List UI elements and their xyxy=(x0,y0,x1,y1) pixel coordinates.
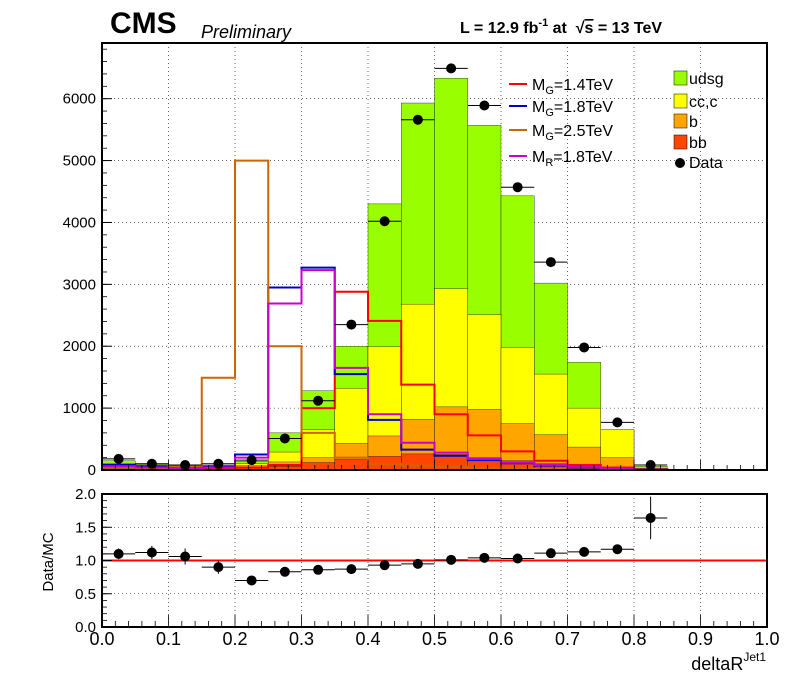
ratio-point xyxy=(579,546,590,557)
data-point xyxy=(479,100,490,111)
status-label: Preliminary xyxy=(201,22,292,42)
data-point xyxy=(246,455,257,466)
ratio-point xyxy=(512,553,523,564)
data-points xyxy=(102,63,668,471)
ratio-point xyxy=(213,562,224,573)
legend-label: cc,c xyxy=(689,94,717,111)
ratio-point xyxy=(645,512,656,523)
ratio-point xyxy=(479,552,490,563)
signal-line-MR18TeV xyxy=(101,269,767,471)
ratio-y-tick-label: 1.0 xyxy=(75,553,96,570)
ratio-axes: 0.0 0.5 1.0 1.5 2.0 0.0 0.1 0.2 0.3 0.4 0.5 0.6 0.7 0… xyxy=(75,486,779,649)
y-tick-label: 5000 xyxy=(63,153,96,170)
ratio-point xyxy=(180,551,191,562)
data-point xyxy=(379,216,390,227)
ratio-y-tick-label: 0.0 xyxy=(75,619,96,636)
legend-swatch xyxy=(673,70,688,86)
legend-label: Data xyxy=(689,155,723,172)
top-y-axis: 0 1000 2000 3000 4000 5000 6000 xyxy=(63,48,768,479)
x-tick-label: 0.8 xyxy=(621,629,646,649)
ratio-point xyxy=(612,544,623,555)
x-tick-label: 1.0 xyxy=(754,629,779,649)
y-tick-label: 0 xyxy=(88,462,96,479)
ratio-point xyxy=(545,548,556,559)
x-axis-label: deltaRJet1 xyxy=(691,650,766,674)
data-point xyxy=(346,319,357,330)
data-point xyxy=(146,458,157,469)
y-tick-label: 3000 xyxy=(63,276,96,293)
stack-bar-bb xyxy=(401,453,435,471)
ratio-point xyxy=(379,560,390,571)
x-tick-label: 0.4 xyxy=(355,629,380,649)
ratio-y-tick-label: 0.5 xyxy=(75,586,96,603)
x-tick-label: 0.0 xyxy=(89,629,114,649)
x-tick-label: 0.6 xyxy=(488,629,513,649)
x-tick-label: 0.2 xyxy=(222,629,247,649)
legend-signal-label: MR=1.8TeV xyxy=(532,149,613,169)
legend-signal-label: MG=1.4TeV xyxy=(532,77,613,97)
legend-swatch xyxy=(673,134,688,150)
x-tick-label: 0.3 xyxy=(289,629,314,649)
ratio-y-label: Data/MC xyxy=(40,532,57,591)
y-tick-label: 1000 xyxy=(63,400,96,417)
x-tick-label: 0.7 xyxy=(555,629,580,649)
ratio-y-tick-label: 1.5 xyxy=(75,519,96,536)
ratio-point xyxy=(113,548,124,559)
stack-bar-bb xyxy=(301,462,335,471)
legend-label: udsg xyxy=(689,71,724,88)
x-tick-label: 0.9 xyxy=(688,629,713,649)
legend-swatch xyxy=(673,93,688,109)
sqrt-symbol: √ xyxy=(576,20,585,37)
data-point xyxy=(446,63,457,74)
y-tick-label: 6000 xyxy=(63,91,96,108)
experiment-label: CMS xyxy=(110,7,177,40)
ratio-y-tick-label: 2.0 xyxy=(75,486,96,503)
data-point xyxy=(113,453,124,464)
data-point xyxy=(313,395,324,406)
legend-data-marker xyxy=(675,158,685,168)
data-point xyxy=(612,417,623,428)
ratio-point xyxy=(279,566,290,577)
data-point xyxy=(213,458,224,469)
lumi-label: L = 12.9 fb-1 at √s = 13 TeV xyxy=(460,17,662,37)
stack-bar-bb xyxy=(334,459,369,471)
ratio-point xyxy=(446,554,457,565)
data-point xyxy=(512,182,523,193)
legend-label: bb xyxy=(689,135,707,152)
data-point xyxy=(579,342,590,353)
legend-label: b xyxy=(689,114,698,131)
ratio-points xyxy=(102,496,668,586)
x-tick-label: 0.5 xyxy=(422,629,447,649)
data-point xyxy=(279,433,290,444)
ratio-point xyxy=(346,564,357,575)
legend-signal-label: MG=1.8TeV xyxy=(532,99,613,119)
ratio-point xyxy=(412,558,423,569)
data-point xyxy=(412,114,423,125)
ratio-point xyxy=(146,547,157,558)
legend-swatch xyxy=(673,113,688,129)
x-tick-label: 0.1 xyxy=(156,629,181,649)
data-point xyxy=(180,460,191,471)
ratio-point xyxy=(313,564,324,575)
y-tick-label: 4000 xyxy=(63,214,96,231)
ratio-point xyxy=(246,575,257,586)
y-tick-label: 2000 xyxy=(63,338,96,355)
data-point xyxy=(645,460,656,471)
data-point xyxy=(545,257,556,268)
legend-signal-label: MG=2.5TeV xyxy=(532,123,613,143)
background-stack xyxy=(101,78,668,471)
